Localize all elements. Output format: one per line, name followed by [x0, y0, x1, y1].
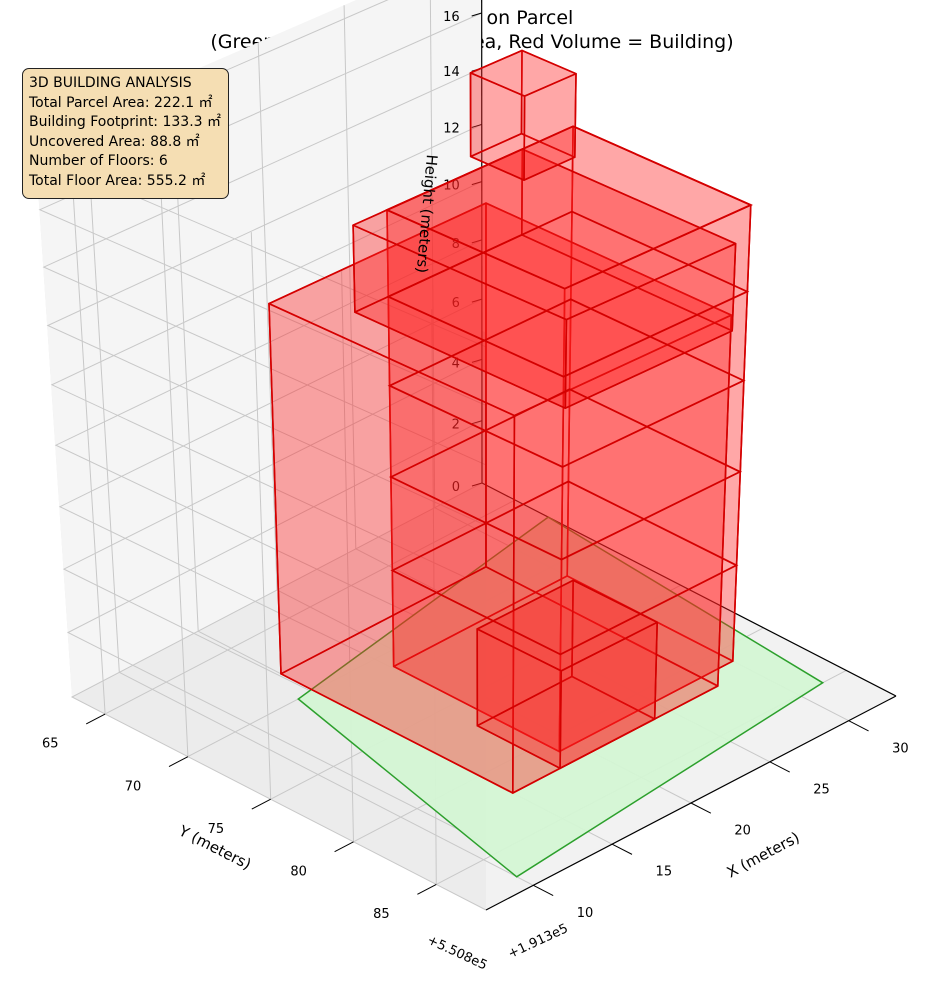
z-grid-line — [54, 239, 487, 651]
z-grid-line — [38, 12, 487, 406]
floor-level-outline — [387, 298, 746, 468]
x-tick-label: 20 — [734, 824, 751, 839]
analysis-line: Total Floor Area: 555.2 ㎡ — [29, 172, 206, 189]
z-grid-line — [50, 181, 487, 588]
building-face — [268, 202, 733, 417]
x-tick — [690, 802, 712, 814]
z-tick-label: 14 — [443, 65, 460, 80]
building-volume — [352, 148, 737, 410]
building-face — [469, 49, 577, 97]
z-tick-label: 4 — [452, 356, 460, 371]
z-tick — [471, 181, 482, 186]
z-tick-label: 6 — [452, 296, 460, 311]
floor-level-outline — [384, 125, 754, 290]
x-tick — [611, 843, 633, 855]
analysis-info-box: 3D BUILDING ANALYSIS Total Parcel Area: … — [22, 68, 230, 199]
analysis-line: Building Footprint: 133.3 ㎡ — [29, 114, 222, 131]
x-tick-label: 10 — [577, 906, 594, 921]
y-tick — [417, 883, 437, 895]
z-grid-line — [58, 298, 487, 714]
z-grid-line — [70, 482, 487, 911]
x-tick — [533, 884, 554, 896]
z-tick — [471, 12, 482, 17]
z-grid-line — [42, 67, 487, 466]
analysis-line: Total Parcel Area: 222.1 ㎡ — [29, 94, 213, 111]
z-grid-line — [46, 123, 487, 526]
floor-level-outline — [390, 480, 739, 656]
floor-level-outline — [388, 388, 743, 561]
z-tick-label: 2 — [452, 418, 460, 433]
y-offset-label: +5.508e5 — [425, 933, 490, 974]
y-tick — [334, 841, 354, 853]
building-volume — [476, 579, 659, 770]
z-tick — [471, 358, 483, 363]
y-tick — [251, 798, 271, 810]
analysis-heading: 3D BUILDING ANALYSIS — [29, 75, 192, 91]
data-marks — [268, 49, 825, 878]
building-volume — [469, 49, 577, 181]
y-tick — [85, 713, 106, 725]
y-tick-label: 75 — [208, 822, 225, 837]
x-tick — [769, 761, 790, 773]
y-tick — [168, 756, 189, 767]
x-tick-label: 25 — [813, 782, 830, 797]
y-tick-label: 80 — [290, 864, 307, 879]
x-tick-label: 30 — [892, 741, 909, 756]
z-tick — [471, 298, 483, 303]
x-offset-label: +1.913e5 — [506, 921, 571, 962]
z-tick-label: 12 — [443, 121, 460, 136]
y-tick-label: 65 — [42, 737, 59, 752]
floor-level-outline — [386, 210, 750, 378]
z-tick — [471, 482, 483, 487]
analysis-line: Uncovered Area: 88.8 ㎡ — [29, 133, 200, 150]
z-tick — [471, 239, 482, 244]
x-tick-label: 15 — [656, 865, 673, 880]
y-tick-label: 85 — [373, 907, 390, 922]
z-tick-label: 8 — [452, 237, 460, 252]
z-tick — [471, 420, 483, 425]
z-tick-label: 16 — [443, 10, 460, 25]
building-face — [476, 579, 659, 672]
x-tick — [848, 720, 869, 732]
z-grid-line — [66, 420, 487, 844]
z-tick-label: 0 — [452, 480, 460, 495]
z-tick — [471, 123, 482, 128]
analysis-line: Number of Floors: 6 — [29, 153, 168, 170]
y-tick-label: 70 — [125, 779, 142, 794]
